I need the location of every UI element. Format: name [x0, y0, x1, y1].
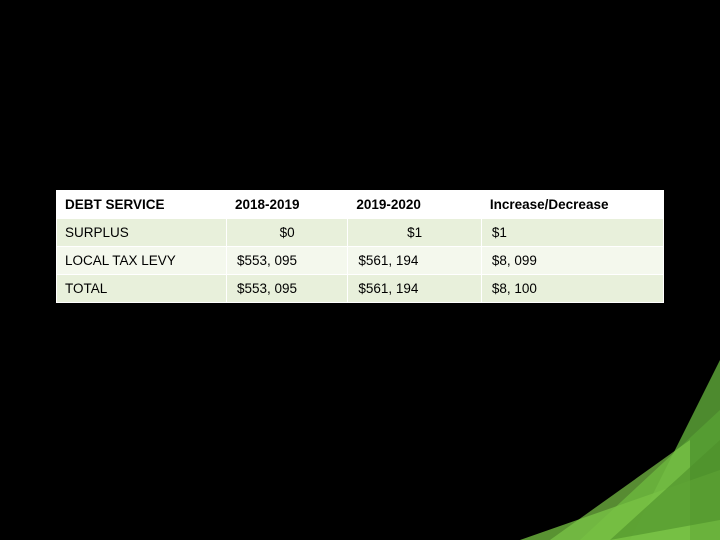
table-row: LOCAL TAX LEVY$553, 095$561, 194$8, 099	[57, 247, 664, 275]
col-header-1: 2018-2019	[226, 191, 347, 219]
cell-2018-2019: $0	[226, 219, 347, 247]
cell-2019-2020: $561, 194	[348, 275, 482, 303]
table-row: SURPLUS$0$1$1	[57, 219, 664, 247]
row-label: SURPLUS	[57, 219, 227, 247]
cell-2019-2020: $1	[348, 219, 482, 247]
table-row: TOTAL$553, 095$561, 194$8, 100	[57, 275, 664, 303]
debt-service-table: DEBT SERVICE 2018-2019 2019-2020 Increas…	[56, 190, 664, 303]
row-label: LOCAL TAX LEVY	[57, 247, 227, 275]
triangles-svg	[460, 320, 720, 540]
cell-increase-decrease: $8, 100	[481, 275, 663, 303]
table-header-row: DEBT SERVICE 2018-2019 2019-2020 Increas…	[57, 191, 664, 219]
cell-2019-2020: $561, 194	[348, 247, 482, 275]
cell-2018-2019: $553, 095	[226, 247, 347, 275]
col-header-2: 2019-2020	[348, 191, 482, 219]
cell-increase-decrease: $8, 099	[481, 247, 663, 275]
cell-2018-2019: $553, 095	[226, 275, 347, 303]
row-label: TOTAL	[57, 275, 227, 303]
cell-increase-decrease: $1	[481, 219, 663, 247]
debt-service-table-container: DEBT SERVICE 2018-2019 2019-2020 Increas…	[56, 190, 664, 303]
col-header-0: DEBT SERVICE	[57, 191, 227, 219]
corner-decoration	[460, 320, 720, 540]
col-header-3: Increase/Decrease	[481, 191, 663, 219]
